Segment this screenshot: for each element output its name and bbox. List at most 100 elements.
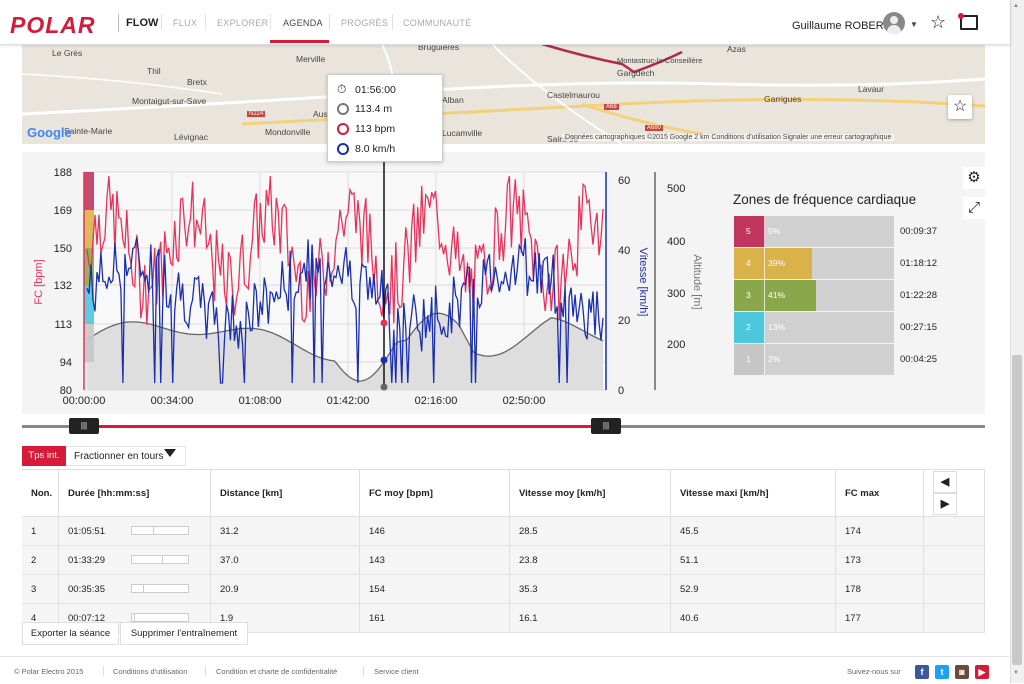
table-row[interactable]: 1 01:05:51 31.2 146 28.5 45.5 174 bbox=[22, 516, 985, 546]
road-sign: N224 bbox=[247, 111, 266, 117]
col-hr-avg[interactable]: FC moy [bpm] bbox=[359, 469, 510, 517]
tooltip-altitude: 113.4 m bbox=[355, 103, 393, 115]
hr-zone-time: 00:04:25 bbox=[900, 354, 937, 365]
delete-training-button[interactable]: Supprimer l'entraînement bbox=[120, 622, 248, 645]
col-hr-max[interactable]: FC max bbox=[835, 469, 924, 517]
message-icon[interactable] bbox=[960, 15, 978, 30]
nav-progres[interactable]: PROGRÈS bbox=[341, 18, 389, 28]
map-town: Azas bbox=[727, 44, 746, 54]
hr-line bbox=[86, 175, 604, 325]
speed-tick-label: 60 bbox=[618, 175, 630, 187]
hr-zone-number: 2 bbox=[746, 322, 751, 332]
star-icon[interactable]: ☆ bbox=[948, 95, 972, 119]
prev-arrow-icon[interactable]: ◀ bbox=[933, 471, 957, 493]
hr-zone-bar: 3 41% bbox=[734, 280, 894, 311]
chart-tooltip: ⏱ 01:56:00 113.4 m 113 bpm 8.0 km/h bbox=[327, 74, 443, 162]
next-arrow-icon[interactable]: ▶ bbox=[933, 493, 957, 515]
table-row[interactable]: 2 01:33:29 37.0 143 23.8 51.1 173 bbox=[22, 545, 985, 575]
cell-vmax: 40.6 bbox=[680, 612, 699, 624]
scroll-down-icon[interactable]: ▼ bbox=[1013, 670, 1019, 676]
speed-tick-label: 20 bbox=[618, 315, 630, 327]
hr-zone-bar: 5 5% bbox=[734, 216, 894, 247]
cell-vmoy: 16.1 bbox=[519, 612, 538, 624]
hr-zone-percent: 2% bbox=[768, 354, 781, 364]
youtube-icon[interactable]: ▶ bbox=[975, 665, 989, 679]
flow-brand[interactable]: FLOW bbox=[118, 14, 158, 32]
route-map[interactable]: Le Grès Thil Merville Bruguières Azas Mo… bbox=[22, 44, 985, 144]
hr-tick-label: 80 bbox=[60, 385, 72, 397]
lap-split-dropdown[interactable]: Fractionner en tours bbox=[66, 446, 186, 466]
col-num[interactable]: Non. bbox=[22, 469, 59, 517]
chevron-down-icon[interactable] bbox=[164, 449, 176, 457]
notification-badge bbox=[958, 13, 964, 19]
altitude-tick-label: 400 bbox=[667, 236, 685, 248]
follow-label: Suivez-nous sur bbox=[847, 667, 901, 676]
cell-dist: 20.9 bbox=[220, 583, 239, 595]
hr-zone-fill bbox=[734, 280, 816, 311]
table-row[interactable]: 3 00:35:35 20.9 154 35.3 52.9 178 bbox=[22, 574, 985, 604]
nav-explorer[interactable]: EXPLORER bbox=[217, 18, 269, 28]
footer-link-privacy[interactable]: Condition et charte de confidentialité bbox=[216, 667, 338, 676]
hr-zone-time: 00:09:37 bbox=[900, 226, 937, 237]
cell-hr: 161 bbox=[369, 612, 385, 624]
facebook-icon[interactable]: f bbox=[915, 665, 929, 679]
cell-num: 2 bbox=[31, 554, 37, 566]
cell-hr: 146 bbox=[369, 525, 385, 537]
training-chart[interactable]: 1881691501321139480604020050040030020000… bbox=[22, 152, 985, 414]
hr-zone-band bbox=[84, 210, 94, 248]
scrollbar-thumb[interactable] bbox=[1012, 355, 1022, 665]
map-town: Thil bbox=[147, 66, 161, 76]
hr-cursor-point bbox=[380, 319, 388, 327]
avatar[interactable] bbox=[883, 12, 905, 34]
nav-communaute[interactable]: COMMUNAUTÉ bbox=[403, 18, 472, 28]
settings-icon[interactable]: ⚙ bbox=[963, 167, 985, 189]
map-town: Montastruc-la-Conseillère bbox=[617, 56, 703, 65]
speed-line bbox=[86, 237, 604, 384]
col-duration[interactable]: Durée [hh:mm:ss] bbox=[58, 469, 211, 517]
altitude-cursor-point bbox=[380, 383, 388, 391]
cell-vmax: 45.5 bbox=[680, 525, 699, 537]
map-attribution[interactable]: Données cartographiques ©2015 Google 2 k… bbox=[562, 134, 895, 141]
user-name[interactable]: Guillaume ROBERT bbox=[792, 20, 891, 32]
footer-link-terms[interactable]: Conditions d'utilisation bbox=[113, 667, 188, 676]
footer-link-support[interactable]: Service client bbox=[374, 667, 419, 676]
footer-copyright: © Polar Electro 2015 bbox=[14, 667, 84, 676]
twitter-icon[interactable]: t bbox=[935, 665, 949, 679]
cell-hrmax: 178 bbox=[845, 583, 861, 595]
footer: © Polar Electro 2015 Conditions d'utilis… bbox=[0, 656, 1010, 684]
nav-flux[interactable]: FLUX bbox=[173, 18, 198, 28]
map-town: Mondonville bbox=[265, 127, 311, 137]
road-sign: A680 bbox=[645, 125, 664, 131]
table-header-row: Non. Durée [hh:mm:ss] Distance [km] FC m… bbox=[22, 469, 985, 517]
range-slider-handle-start[interactable]: ||| bbox=[69, 418, 99, 434]
chevron-down-icon[interactable]: ▼ bbox=[910, 20, 918, 29]
col-speed-max[interactable]: Vitesse maxi [km/h] bbox=[670, 469, 836, 517]
export-session-button[interactable]: Exporter la séance bbox=[22, 622, 119, 645]
tooltip-hr: 113 bpm bbox=[355, 123, 396, 135]
hr-zone-band bbox=[84, 172, 94, 210]
stopwatch-icon: ⏱ bbox=[337, 82, 347, 96]
map-town: Merville bbox=[296, 54, 326, 64]
instagram-icon[interactable]: ◙ bbox=[955, 665, 969, 679]
altitude-tick-label: 300 bbox=[667, 288, 685, 300]
laps-table: Non. Durée [hh:mm:ss] Distance [km] FC m… bbox=[22, 469, 985, 633]
scroll-up-icon[interactable]: ▲ bbox=[1013, 3, 1019, 9]
nav-agenda[interactable]: AGENDA bbox=[283, 18, 323, 28]
col-distance[interactable]: Distance [km] bbox=[210, 469, 360, 517]
expand-icon[interactable]: ⤢ bbox=[963, 197, 985, 219]
col-speed-avg[interactable]: Vitesse moy [km/h] bbox=[509, 469, 671, 517]
time-tick-label: 00:34:00 bbox=[151, 395, 194, 407]
range-slider-handle-end[interactable]: ||| bbox=[591, 418, 621, 434]
time-tick-label: 02:16:00 bbox=[415, 395, 458, 407]
duration-bar bbox=[130, 555, 189, 565]
active-tab-indicator bbox=[270, 40, 329, 43]
hr-zone-fill bbox=[734, 248, 812, 279]
polar-logo[interactable]: POLAR bbox=[10, 12, 96, 38]
star-icon[interactable]: ☆ bbox=[930, 12, 947, 32]
cell-hrmax: 177 bbox=[845, 612, 861, 624]
map-town: Montaigut-sur-Save bbox=[132, 96, 207, 106]
cell-num: 1 bbox=[31, 525, 37, 537]
tab-intervals[interactable]: Tps int. bbox=[22, 446, 66, 466]
hr-zone-bar: 4 39% bbox=[734, 248, 894, 279]
cell-hr: 154 bbox=[369, 583, 385, 595]
